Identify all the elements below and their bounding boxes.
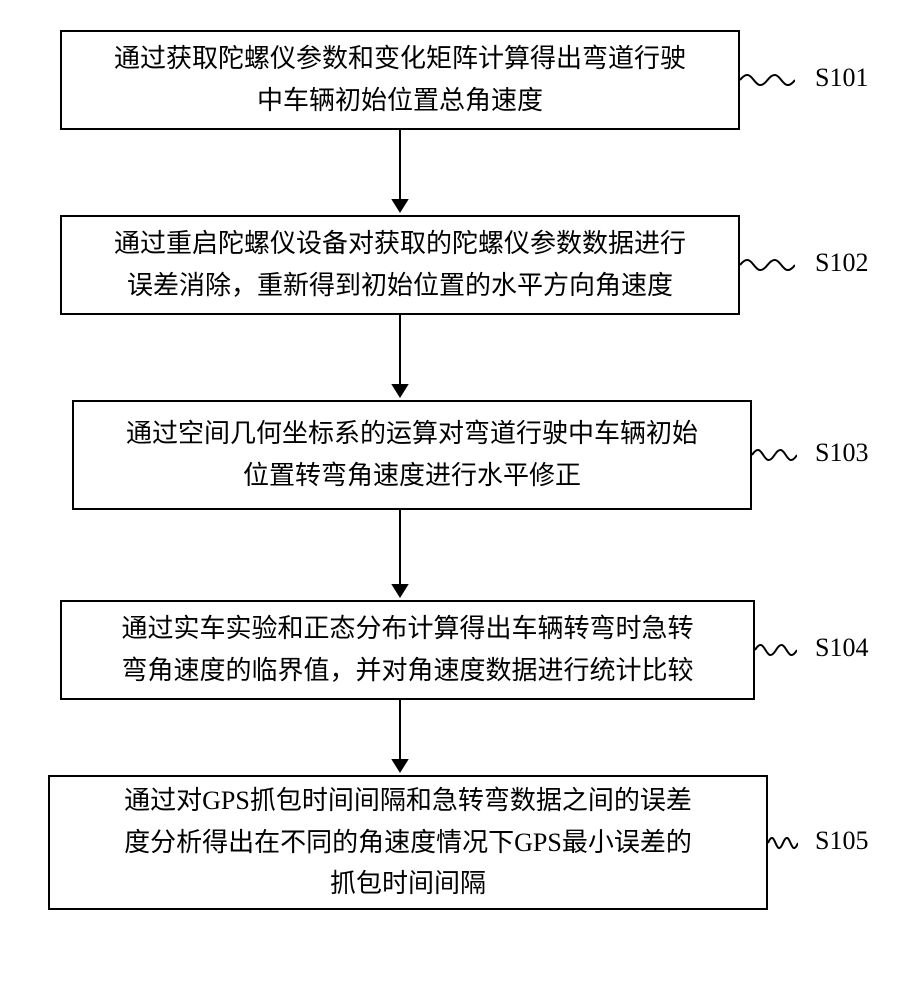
- step-text: 通过空间几何坐标系的运算对弯道行驶中车辆初始位置转弯角速度进行水平修正: [126, 413, 698, 496]
- flowchart-row: 通过获取陀螺仪参数和变化矩阵计算得出弯道行驶中车辆初始位置总角速度 S101: [0, 30, 901, 130]
- bracket-connector: [768, 818, 798, 873]
- flow-arrow: [385, 315, 415, 400]
- flowchart-step-box: 通过对GPS抓包时间间隔和急转弯数据之间的误差度分析得出在不同的角速度情况下GP…: [48, 775, 768, 910]
- flow-arrow: [385, 510, 415, 600]
- step-id-label: S105: [815, 826, 868, 856]
- flowchart-container: 通过获取陀螺仪参数和变化矩阵计算得出弯道行驶中车辆初始位置总角速度 S101 通…: [0, 0, 901, 1000]
- flowchart-row: 通过实车实验和正态分布计算得出车辆转弯时急转弯角速度的临界值，并对角速度数据进行…: [0, 600, 901, 700]
- bracket-connector: [740, 240, 795, 295]
- step-text: 通过获取陀螺仪参数和变化矩阵计算得出弯道行驶中车辆初始位置总角速度: [114, 38, 686, 121]
- step-id-label: S102: [815, 248, 868, 278]
- step-id-label: S104: [815, 633, 868, 663]
- flow-arrow: [385, 700, 415, 775]
- flow-arrow: [385, 130, 415, 215]
- flowchart-step-box: 通过获取陀螺仪参数和变化矩阵计算得出弯道行驶中车辆初始位置总角速度: [60, 30, 740, 130]
- step-text: 通过对GPS抓包时间间隔和急转弯数据之间的误差度分析得出在不同的角速度情况下GP…: [124, 780, 692, 905]
- flowchart-step-box: 通过重启陀螺仪设备对获取的陀螺仪参数数据进行误差消除，重新得到初始位置的水平方向…: [60, 215, 740, 315]
- flowchart-row: 通过重启陀螺仪设备对获取的陀螺仪参数数据进行误差消除，重新得到初始位置的水平方向…: [0, 215, 901, 315]
- bracket-connector: [755, 625, 797, 680]
- step-id-label: S103: [815, 438, 868, 468]
- flowchart-row: 通过空间几何坐标系的运算对弯道行驶中车辆初始位置转弯角速度进行水平修正 S103: [0, 400, 901, 510]
- step-text: 通过实车实验和正态分布计算得出车辆转弯时急转弯角速度的临界值，并对角速度数据进行…: [121, 608, 693, 691]
- step-id-label: S101: [815, 63, 868, 93]
- step-text: 通过重启陀螺仪设备对获取的陀螺仪参数数据进行误差消除，重新得到初始位置的水平方向…: [114, 223, 686, 306]
- flowchart-row: 通过对GPS抓包时间间隔和急转弯数据之间的误差度分析得出在不同的角速度情况下GP…: [0, 775, 901, 910]
- flowchart-step-box: 通过空间几何坐标系的运算对弯道行驶中车辆初始位置转弯角速度进行水平修正: [72, 400, 752, 510]
- bracket-connector: [752, 430, 797, 485]
- flowchart-step-box: 通过实车实验和正态分布计算得出车辆转弯时急转弯角速度的临界值，并对角速度数据进行…: [60, 600, 755, 700]
- bracket-connector: [740, 55, 795, 110]
